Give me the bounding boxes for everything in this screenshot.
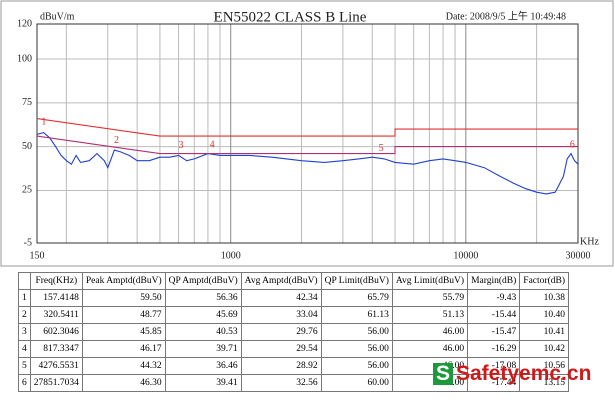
table-cell: 32.56 [240,374,322,392]
table-cell: 5 [18,357,31,375]
x-tick-label: 30000 [566,250,591,261]
table-cell: 6 [18,374,31,392]
y-tick-label: 50 [22,141,32,152]
table-cell: 45.85 [81,323,166,341]
table-cell: 10.40 [519,306,569,324]
table-cell: 46.00 [391,323,469,341]
x-tick-label: 10000 [453,250,478,261]
table-cell: 2 [18,306,31,324]
table-row: Freq(KHz) Peak Amptd(dBuV) QP Amptd(dBuV) A… [18,272,569,290]
table-cell: Avg Amptd(dBuV) [240,272,322,290]
table-row: 4 817.3347 46.17 39.71 29.54 56.00 46.00 -16.29… [18,340,569,358]
table-row: 3 602.3046 45.85 40.53 29.76 56.00 46.00 -15.47… [18,323,569,341]
marker-label: 3 [178,140,183,151]
table-cell: 42.34 [240,289,322,307]
table-cell: 817.3347 [29,340,83,358]
table-cell: -16.29 [467,340,521,358]
y-tick-label: 100 [17,53,32,64]
table-cell: 28.92 [240,357,322,375]
table-cell: Factor(dB) [519,272,569,290]
x-tick-label: 150 [30,250,45,261]
y-tick-label: 25 [22,185,32,196]
watermark-text: Safetyemc.cn [456,362,592,385]
table-cell: Freq(KHz) [29,272,83,290]
table-cell: 45.69 [164,306,242,324]
table-cell: 46.17 [81,340,166,358]
table-cell: -9.43 [467,289,521,307]
table-cell: 4 [18,340,31,358]
table-cell: 51.13 [391,306,469,324]
table-cell: -15.44 [467,306,521,324]
marker-label: 5 [379,143,384,154]
marker-label: 6 [570,139,575,150]
table-cell: 13.15 [519,374,569,392]
x-axis-label: KHz [580,236,599,247]
chart-title: EN55022 CLASS B Line [214,9,367,25]
marker-label: 2 [114,135,119,146]
table-cell: 56.00 [320,323,393,341]
table-cell: 55.79 [391,289,469,307]
table-cell: -17.44 [467,374,521,392]
date: Date: 2008/9/5 上午 10:49:48 [446,9,566,22]
logo: S [433,363,453,385]
series-line [36,135,578,155]
table-cell: 60.00 [320,374,393,392]
table-cell: 10.38 [519,289,569,307]
table-cell: 10.41 [519,323,569,341]
table-cell: 56.00 [320,357,393,375]
table-cell [18,272,31,290]
y-tick-label: -5 [24,237,32,248]
table-cell: Margin(dB) [467,272,521,290]
table-cell: 29.54 [240,340,322,358]
watermark: S Safetyemc.cn [433,362,591,386]
chart: EN55022 CLASS B Line dBuV/m Date: 2008/9… [0,0,614,267]
table-cell: 48.77 [81,306,166,324]
table-cell: 602.3046 [29,323,83,341]
table-cell: 59.50 [81,289,166,307]
table-cell: Avg Limit(dBuV) [391,272,469,290]
table-cell: 39.71 [164,340,242,358]
table-cell: 320.5411 [29,306,83,324]
table-cell: QP Limit(dBuV) [320,272,393,290]
table-cell: 61.13 [320,306,393,324]
table-cell: 3 [18,323,31,341]
table-cell: Peak Amptd(dBuV) [81,272,166,290]
table-cell: 29.76 [240,323,322,341]
table-cell: 27851.7034 [29,374,83,392]
table-cell: 56.00 [320,340,393,358]
series-line [36,131,579,195]
table-cell: 46.00 [391,340,469,358]
y-axis-label: dBuV/m [40,11,75,22]
table-cell: 40.53 [164,323,242,341]
table-cell: 10.42 [519,340,569,358]
plot-frame [36,23,579,244]
table-row: 5 4276.5531 44.32 36.46 28.92 56.00 46.00 -17.0… [18,357,569,375]
series-line [36,118,578,137]
table-cell: 39.41 [164,374,242,392]
table-cell: 65.79 [320,289,393,307]
table-cell: 56.36 [164,289,242,307]
table-cell: 36.46 [164,357,242,375]
marker-label: 4 [210,140,215,151]
table-cell: 44.32 [81,357,166,375]
table-cell: 33.04 [240,306,322,324]
x-tick-label: 1000 [221,250,241,261]
table-cell: -15.47 [467,323,521,341]
table-cell: 157.4148 [29,289,83,307]
table-row: 2 320.5411 48.77 45.69 33.04 61.13 51.13 -15.44… [18,306,569,324]
y-tick-label: 120 [17,18,32,29]
chart-frame [0,0,614,267]
y-tick-label: 75 [22,97,32,108]
table-cell: QP Amptd(dBuV) [164,272,242,290]
result-table: Freq(KHz) Peak Amptd(dBuV) QP Amptd(dBuV) A… [18,272,569,392]
table-cell: 1 [18,289,31,307]
table-cell: 46.30 [81,374,166,392]
table-cell: 4276.5531 [29,357,83,375]
table-row: 6 27851.7034 46.30 39.41 32.56 60.00 50.00 -17.… [18,374,569,392]
marker-label: 1 [41,116,46,127]
table-row: 1 157.4148 59.50 56.36 42.34 65.79 55.79 -9.43 1… [18,289,569,307]
